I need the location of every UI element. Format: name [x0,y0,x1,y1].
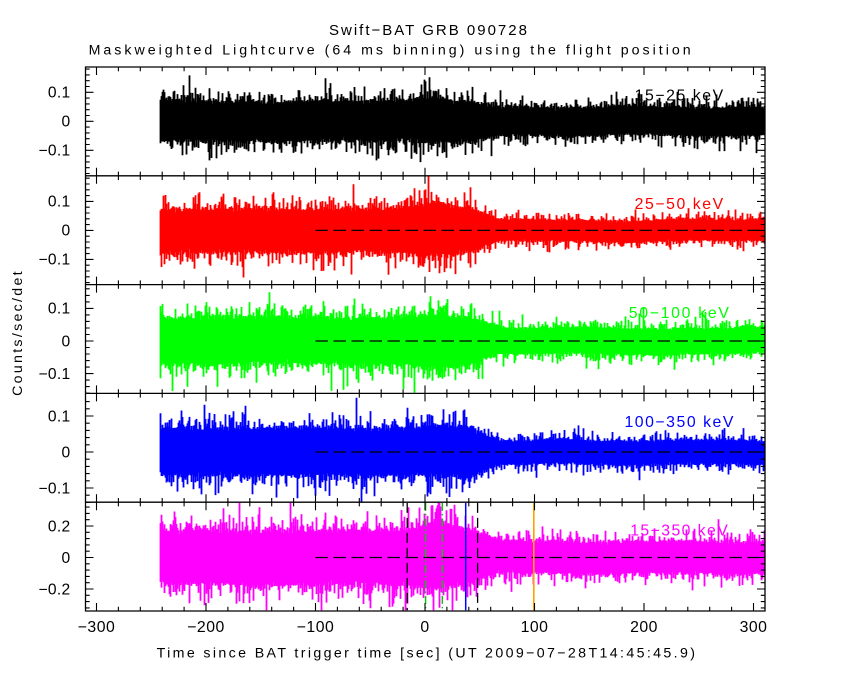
svg-text:0: 0 [62,223,71,240]
svg-text:100−350 keV: 100−350 keV [624,414,735,431]
svg-text:15−25 keV: 15−25 keV [635,87,725,104]
svg-text:−0.1: −0.1 [39,480,71,497]
svg-text:0.1: 0.1 [48,85,71,102]
svg-text:0.1: 0.1 [48,301,71,318]
svg-text:−100: −100 [297,619,335,636]
svg-text:100: 100 [521,619,549,636]
svg-text:0: 0 [62,550,71,567]
svg-text:200: 200 [630,619,658,636]
svg-text:−0.1: −0.1 [39,366,71,383]
svg-text:−0.1: −0.1 [39,143,71,160]
svg-text:0: 0 [62,333,71,350]
svg-text:0: 0 [420,619,429,636]
svg-text:Maskweighted Lightcurve (64 ms: Maskweighted Lightcurve (64 ms binning) … [89,43,694,59]
svg-text:Counts/sec/det: Counts/sec/det [10,269,26,396]
svg-text:−200: −200 [187,619,225,636]
svg-text:−0.2: −0.2 [39,581,71,598]
svg-text:15−350 keV: 15−350 keV [630,523,729,540]
svg-text:300: 300 [740,619,768,636]
svg-text:50−100 keV: 50−100 keV [629,305,731,322]
svg-text:Time since BAT trigger time [s: Time since BAT trigger time [sec] (UT 20… [157,646,698,662]
svg-text:Swift−BAT GRB 090728: Swift−BAT GRB 090728 [329,22,529,39]
svg-text:−300: −300 [78,619,116,636]
svg-text:0: 0 [62,114,71,131]
svg-text:25−50 keV: 25−50 keV [635,196,725,213]
svg-text:0.1: 0.1 [48,408,71,425]
svg-text:0.2: 0.2 [48,518,71,535]
svg-text:0: 0 [62,444,71,461]
svg-text:−0.1: −0.1 [39,252,71,269]
svg-text:0.1: 0.1 [48,194,71,211]
